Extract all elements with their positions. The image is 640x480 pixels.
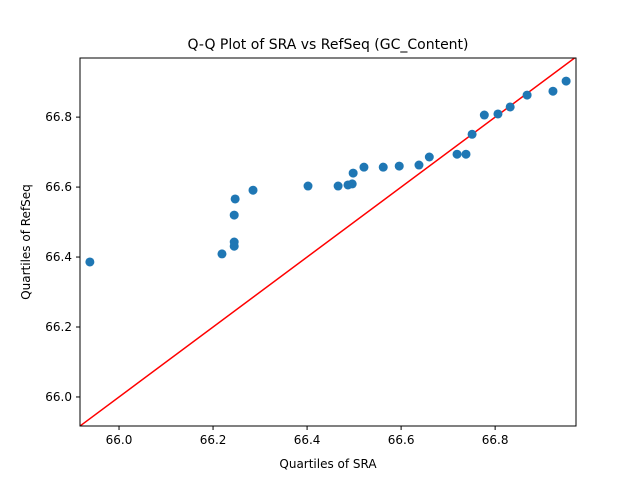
y-tick-label: 66.6 bbox=[45, 180, 72, 194]
x-tick-label: 66.2 bbox=[200, 433, 227, 447]
axes-frame bbox=[79, 57, 577, 427]
point bbox=[461, 149, 471, 159]
point bbox=[85, 257, 95, 267]
point bbox=[217, 249, 227, 259]
point bbox=[467, 129, 477, 139]
x-axis-label: Quartiles of SRA bbox=[279, 457, 377, 471]
point bbox=[359, 162, 369, 172]
x-tick-label: 66.4 bbox=[294, 433, 321, 447]
point bbox=[414, 160, 424, 170]
point bbox=[452, 149, 462, 159]
x-tick-label: 66.0 bbox=[106, 433, 133, 447]
y-tick-label: 66.8 bbox=[45, 110, 72, 124]
y-axis-label: Quartiles of RefSeq bbox=[19, 184, 33, 300]
point bbox=[348, 168, 358, 178]
x-tick-label: 66.8 bbox=[482, 433, 509, 447]
reference-line bbox=[80, 58, 576, 426]
chart-title: Q-Q Plot of SRA vs RefSeq (GC_Content) bbox=[187, 37, 468, 53]
point bbox=[378, 162, 388, 172]
point bbox=[394, 161, 404, 171]
x-tick-label: 66.6 bbox=[388, 433, 415, 447]
point bbox=[303, 181, 313, 191]
y-tick-label: 66.2 bbox=[45, 320, 72, 334]
y-tick-label: 66.4 bbox=[45, 250, 72, 264]
point bbox=[347, 179, 357, 189]
point bbox=[229, 210, 239, 220]
point bbox=[229, 237, 239, 247]
y-tick-label: 66.0 bbox=[45, 390, 72, 404]
point bbox=[548, 86, 558, 96]
point bbox=[479, 110, 489, 120]
point bbox=[248, 185, 258, 195]
plot-area bbox=[80, 58, 576, 426]
point bbox=[424, 152, 434, 162]
point bbox=[522, 90, 532, 100]
point bbox=[505, 102, 515, 112]
point bbox=[230, 194, 240, 204]
point bbox=[493, 109, 503, 119]
point bbox=[561, 76, 571, 86]
point bbox=[333, 181, 343, 191]
